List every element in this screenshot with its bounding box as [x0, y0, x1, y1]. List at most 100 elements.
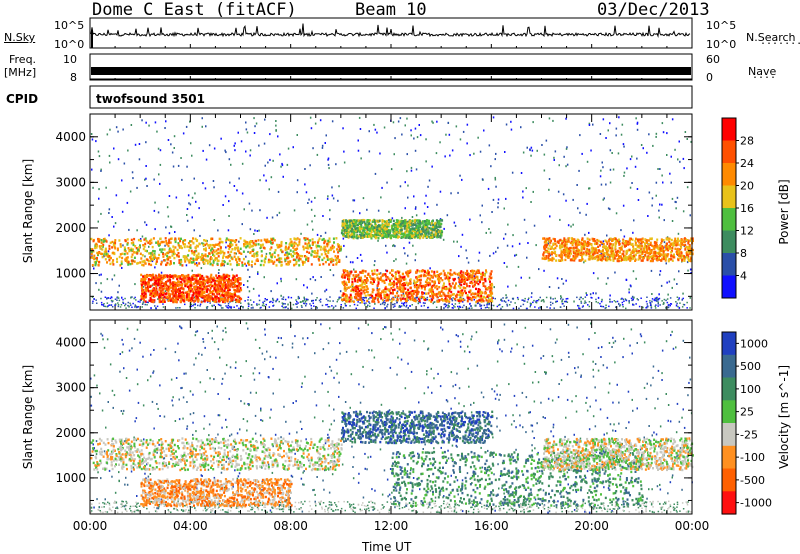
feature-echo — [224, 292, 227, 295]
scatter-echo — [128, 305, 130, 308]
scatter-echo — [529, 149, 531, 152]
scatter-echo — [495, 152, 497, 155]
feature-echo — [133, 260, 136, 263]
feature-echo — [193, 250, 196, 254]
feature-echo — [165, 240, 168, 243]
feature-echo — [116, 248, 119, 252]
scatter-echo — [182, 132, 185, 135]
scatter-echo — [357, 301, 359, 303]
scatter-echo — [422, 302, 425, 304]
feature-echo — [91, 264, 94, 267]
feature-echo — [344, 289, 347, 292]
scatter-echo — [597, 296, 600, 299]
scatter-echo — [129, 190, 132, 193]
feature-echo — [488, 294, 491, 297]
feature-echo — [267, 260, 270, 264]
scatter-echo — [522, 303, 525, 306]
feature-echo — [134, 245, 137, 248]
feature-echo — [383, 279, 386, 283]
scatter-echo — [414, 149, 417, 152]
feature-echo — [108, 247, 111, 250]
scatter-echo — [202, 149, 204, 152]
feature-echo — [233, 285, 236, 288]
feature-echo — [353, 275, 356, 279]
feature-echo — [457, 272, 460, 275]
feature-echo — [429, 223, 432, 227]
scatter-echo — [461, 306, 464, 309]
scatter-echo — [677, 158, 679, 161]
scatter-echo — [565, 147, 568, 150]
feature-echo — [161, 296, 164, 300]
scatter-echo — [545, 139, 548, 142]
feature-echo — [188, 280, 191, 283]
feature-echo — [379, 224, 382, 227]
feature-echo — [219, 280, 222, 283]
scatter-echo — [245, 264, 248, 267]
feature-echo — [345, 281, 348, 284]
feature-echo — [190, 296, 193, 299]
feature-echo — [331, 247, 334, 250]
feature-echo — [202, 278, 205, 281]
feature-echo — [207, 278, 210, 281]
feature-echo — [163, 274, 165, 277]
feature-echo — [473, 284, 476, 288]
scatter-echo — [479, 150, 482, 153]
feature-echo — [231, 285, 234, 289]
scatter-echo — [159, 297, 162, 299]
feature-echo — [346, 270, 349, 273]
feature-echo — [167, 275, 170, 278]
scatter-echo — [383, 299, 385, 302]
scatter-echo — [98, 274, 101, 277]
scatter-echo — [321, 144, 324, 147]
feature-echo — [346, 234, 349, 237]
feature-echo — [223, 273, 226, 277]
feature-echo — [207, 280, 210, 283]
feature-echo — [369, 275, 372, 279]
feature-echo — [439, 273, 441, 276]
scatter-echo — [284, 306, 286, 309]
feature-echo — [431, 285, 433, 289]
scatter-echo — [518, 307, 520, 310]
scatter-echo — [206, 307, 208, 310]
scatter-echo — [450, 192, 452, 195]
feature-echo — [230, 299, 233, 303]
feature-echo — [396, 270, 399, 273]
scatter-echo — [272, 301, 274, 304]
scatter-echo — [665, 299, 667, 302]
feature-echo — [417, 275, 420, 278]
feature-echo — [320, 253, 323, 256]
scatter-echo — [533, 299, 535, 302]
scatter-echo — [395, 300, 398, 302]
feature-echo — [441, 219, 444, 222]
feature-echo — [187, 254, 190, 257]
scatter-echo — [166, 206, 169, 209]
feature-echo — [203, 295, 205, 298]
scatter-echo — [338, 185, 340, 188]
feature-echo — [209, 249, 212, 252]
feature-echo — [395, 281, 398, 285]
feature-echo — [293, 237, 296, 241]
feature-echo — [124, 248, 127, 251]
feature-echo — [363, 288, 366, 291]
feature-echo — [473, 280, 476, 283]
feature-echo — [98, 251, 101, 255]
feature-echo — [463, 282, 466, 285]
feature-echo — [345, 299, 348, 303]
feature-echo — [335, 261, 338, 264]
scatter-echo — [298, 297, 300, 299]
scatter-echo — [248, 202, 251, 205]
feature-echo — [221, 263, 224, 267]
feature-echo — [100, 239, 103, 242]
scatter-echo — [151, 260, 154, 263]
scatter-echo — [651, 197, 654, 200]
feature-echo — [375, 228, 378, 232]
scatter-echo — [230, 163, 232, 166]
feature-echo — [229, 292, 232, 295]
feature-echo — [328, 240, 331, 243]
feature-echo — [423, 270, 426, 273]
feature-echo — [170, 289, 173, 293]
scatter-echo — [303, 302, 306, 305]
scatter-echo — [247, 250, 249, 253]
nsearch-tick-top: 10^5 — [706, 19, 737, 32]
scatter-echo — [360, 297, 363, 299]
